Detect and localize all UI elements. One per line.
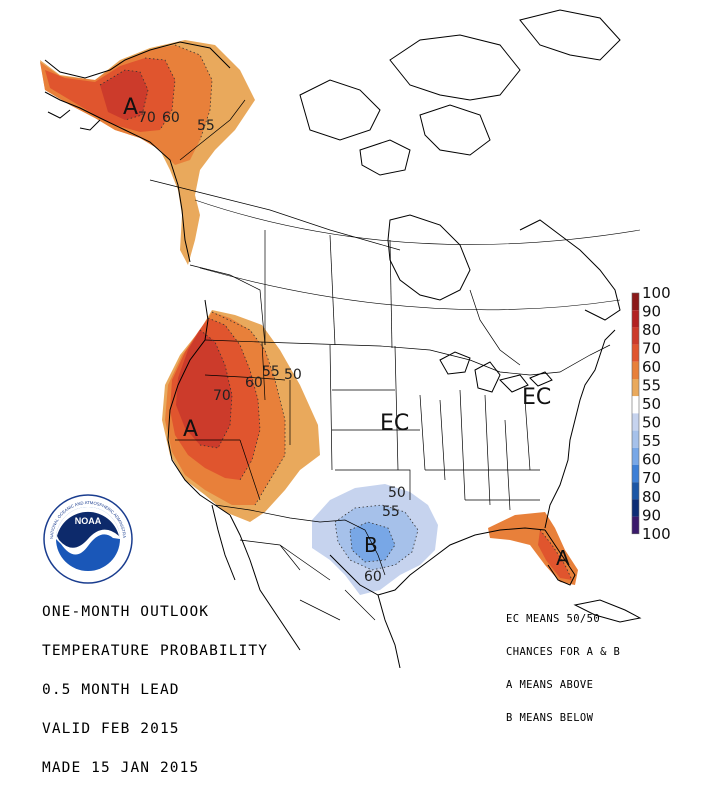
ec-note-line-2: CHANCES FOR A & B [506,646,621,658]
title-line-3: 0.5 MONTH LEAD [42,682,180,698]
legend-swatch [632,396,639,414]
west-contour-55: 55 [262,364,280,380]
title-line-1: ONE-MONTH OUTLOOK [42,604,210,620]
florida-above-region [488,512,578,585]
legend-tick-label: 90 [642,303,661,321]
ec-note-line-1: EC MEANS 50/50 [506,613,601,625]
alaska-above-region [40,40,255,265]
legend-swatch [632,310,639,328]
legend-tick-label: 50 [642,395,661,413]
texas-contour-50: 50 [388,485,406,501]
west-contour-60: 60 [245,375,263,391]
florida-above-label: A [556,546,570,570]
legend-tick-label: 60 [642,451,661,469]
legend-tick-label: 80 [642,488,661,506]
ec-note: EC MEANS 50/50 CHANCES FOR A & B A MEANS… [506,592,620,735]
legend-tick-label: 55 [642,377,661,395]
legend-swatch [632,327,639,345]
legend-swatch [632,499,639,517]
title-line-4: VALID FEB 2015 [42,721,180,737]
ec-note-line-4: B MEANS BELOW [506,712,594,724]
legend-tick-label: 60 [642,358,661,376]
title-line-2: TEMPERATURE PROBABILITY [42,643,269,659]
legend-tick-label: 70 [642,340,661,358]
noaa-logo-text: NOAA [75,516,102,526]
legend-swatch [632,344,639,362]
graticule [194,199,641,311]
west-above-region [162,310,320,522]
title-block: ONE-MONTH OUTLOOK TEMPERATURE PROBABILIT… [42,580,268,788]
texas-contour-55: 55 [382,504,400,520]
west-contour-50: 50 [284,367,302,383]
legend-swatch [632,482,639,500]
noaa-logo: NOAA NATIONAL OCEANIC AND ATMOSPHERIC AD… [43,494,133,584]
legend-tick-label: 100 [642,284,671,302]
alaska-contour-55: 55 [197,118,215,134]
east-ec-label: EC [522,385,551,410]
legend-swatch [632,379,639,397]
texas-contour-60: 60 [364,569,382,585]
central-ec-label: EC [380,411,409,436]
legend-swatch [632,465,639,483]
legend-swatch [632,430,639,448]
legend-tick-label: 100 [642,525,671,543]
outlook-map: A A B A EC EC 70 60 55 70 60 55 50 50 55… [40,9,671,668]
legend-tick-label: 55 [642,432,661,450]
coastlines [44,9,642,668]
legend-swatch [632,516,639,534]
texas-below-label: B [364,533,378,557]
legend-tick-label: 50 [642,414,661,432]
legend-swatch [632,361,639,379]
legend-tick-label: 80 [642,321,661,339]
alaska-above-label: A [123,95,138,120]
alaska-contour-70: 70 [138,110,156,126]
legend-frame [631,292,640,535]
legend-swatch [632,413,639,431]
legend-swatch [632,293,639,311]
alaska-contour-60: 60 [162,110,180,126]
legend-tick-label: 90 [642,506,661,524]
title-line-5: MADE 15 JAN 2015 [42,760,200,776]
political-borders [149,99,611,621]
west-above-label: A [183,417,198,442]
legend-swatch [632,447,639,465]
legend-tick-label: 70 [642,469,661,487]
contour-lines [99,44,573,581]
west-contour-70: 70 [213,388,231,404]
ec-note-line-3: A MEANS ABOVE [506,679,594,691]
